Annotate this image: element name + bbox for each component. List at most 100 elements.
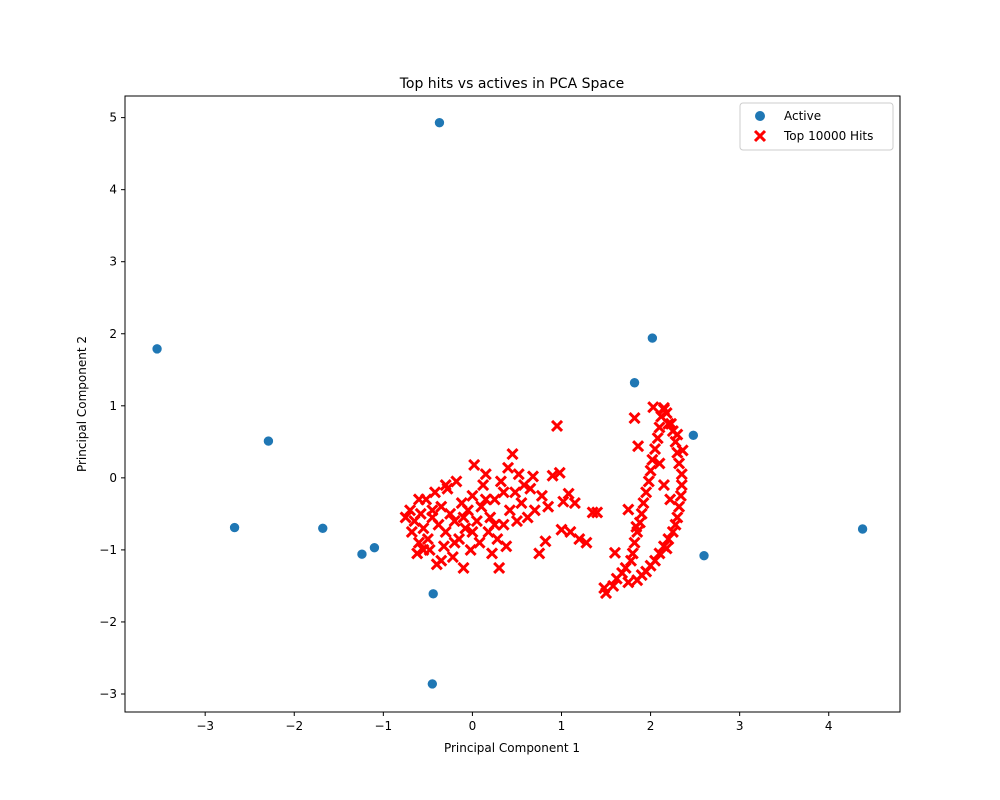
active-point <box>151 343 163 355</box>
hit-point <box>573 533 586 546</box>
legend-hits-label: Top 10000 Hits <box>783 129 873 143</box>
x-tick-label: 1 <box>558 719 566 733</box>
hit-point <box>671 428 684 441</box>
hit-point <box>526 470 540 483</box>
y-tick-label: −2 <box>99 615 117 629</box>
legend: Active Top 10000 Hits <box>739 102 894 151</box>
hit-point <box>622 576 635 589</box>
hit-point <box>485 547 499 560</box>
hit-point <box>640 486 653 499</box>
hit-point <box>412 536 426 549</box>
hit-point <box>459 522 472 535</box>
hit-point <box>631 574 644 587</box>
hit-point <box>675 468 688 481</box>
hit-point <box>439 525 452 538</box>
hit-point <box>399 511 412 524</box>
hit-point <box>510 515 524 528</box>
hit-point <box>503 504 516 517</box>
hit-point <box>417 543 430 556</box>
legend-active-marker <box>755 111 765 121</box>
active-point <box>229 522 240 533</box>
hit-point <box>676 444 689 457</box>
active-point <box>688 430 699 441</box>
hit-point <box>546 469 559 482</box>
hit-point <box>461 504 475 517</box>
hit-point <box>466 489 479 502</box>
hit-point <box>479 493 492 506</box>
hit-point <box>626 547 639 560</box>
x-tick-label: 0 <box>469 719 477 733</box>
x-axis-label: Principal Component 1 <box>444 741 580 755</box>
hit-point <box>648 442 662 456</box>
active-point <box>698 550 710 561</box>
hit-point <box>662 533 675 546</box>
active-point <box>647 332 658 344</box>
active-point <box>369 542 380 554</box>
hit-point <box>494 475 507 488</box>
legend-box <box>739 102 894 151</box>
hit-point <box>653 421 666 434</box>
y-tick-label: −3 <box>99 687 117 701</box>
hit-point <box>673 457 686 470</box>
hit-point <box>497 486 510 499</box>
hit-point <box>608 546 622 559</box>
hit-point <box>651 432 664 445</box>
hit-point <box>528 504 541 517</box>
y-axis-label: Principal Component 2 <box>75 336 89 472</box>
hit-point <box>647 401 660 414</box>
hit-point <box>646 453 659 466</box>
x-tick-label: −3 <box>196 719 214 733</box>
y-tick-label: 5 <box>109 111 117 125</box>
hit-point <box>515 497 528 510</box>
x-axis: −3 −2 −1 0 1 2 3 4 <box>196 712 833 733</box>
hit-point <box>664 493 677 506</box>
hit-point <box>660 542 673 555</box>
hit-point <box>586 506 599 519</box>
hit-point <box>553 466 566 479</box>
hit-point <box>479 468 492 481</box>
x-tick-label: 3 <box>736 719 744 733</box>
hit-point <box>470 515 483 528</box>
hit-point <box>475 500 488 513</box>
points-layer <box>151 117 868 690</box>
hit-point <box>412 493 426 506</box>
hit-point <box>628 411 641 425</box>
hit-point <box>484 511 497 524</box>
hit-point <box>542 500 555 513</box>
x-tick-label: −1 <box>374 719 392 733</box>
y-tick-label: 0 <box>109 471 117 485</box>
active-point <box>427 678 438 690</box>
hit-point <box>435 554 448 567</box>
hit-point <box>642 475 655 488</box>
hit-point <box>506 448 519 461</box>
hit-point <box>533 547 546 560</box>
active-point <box>356 548 368 560</box>
hit-point <box>421 533 434 546</box>
y-tick-label: −1 <box>99 543 117 557</box>
hit-point <box>403 504 417 517</box>
hit-point <box>657 401 670 415</box>
hit-point <box>550 419 564 433</box>
hit-point <box>555 523 568 536</box>
hit-point <box>630 520 643 533</box>
hit-point <box>457 561 470 574</box>
hit-point <box>446 551 459 564</box>
active-point <box>263 435 274 447</box>
hit-point <box>405 525 418 538</box>
hit-point <box>557 495 570 508</box>
hit-point <box>473 536 486 549</box>
hit-point <box>675 478 688 492</box>
active-point <box>317 522 329 534</box>
hit-point <box>628 536 641 549</box>
hit-point <box>622 503 635 516</box>
active-point <box>629 377 640 389</box>
hit-point <box>468 458 481 471</box>
hit-point <box>428 486 442 499</box>
hit-point <box>477 478 490 492</box>
legend-hits-marker <box>753 129 767 143</box>
active-point <box>427 588 439 600</box>
hit-point <box>457 511 470 524</box>
hit-point <box>518 478 531 492</box>
y-axis: −3 −2 −1 0 1 2 3 4 5 <box>99 111 125 701</box>
